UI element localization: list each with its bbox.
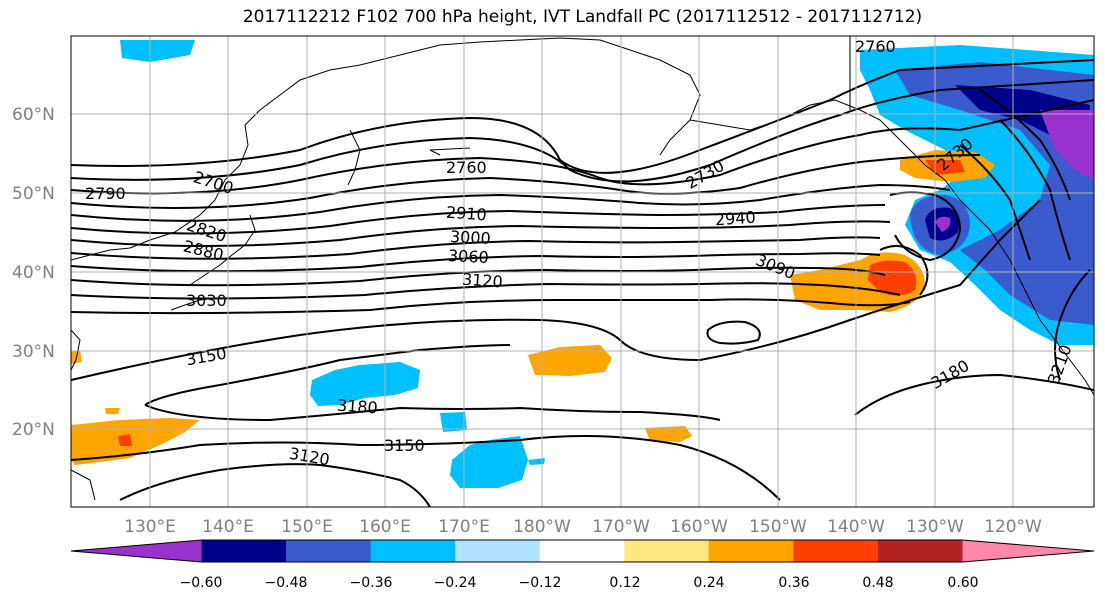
colorbar-tick-label: 0.36: [778, 575, 809, 591]
contour-label: 3210: [1044, 342, 1076, 387]
colorbar-tick-label: −0.24: [434, 575, 477, 591]
colorbar-tick-label: 0.60: [947, 575, 978, 591]
colorbar-segment: [708, 540, 794, 562]
lon-label: 160°W: [670, 517, 728, 537]
lon-label: 180°W: [513, 517, 571, 537]
lat-label: 60°N: [12, 105, 55, 125]
contour-label: 2790: [85, 184, 126, 203]
colorbar-segment: [539, 540, 625, 562]
map-frame: [70, 35, 1095, 508]
colorbar-tick-label: −0.12: [519, 575, 562, 591]
lon-label: 130°E: [124, 517, 176, 537]
contour-label: 2940: [714, 208, 756, 230]
colorbar-tick-label: 0.48: [862, 575, 893, 591]
colorbar-segment: [877, 540, 963, 562]
contour-label: 2910: [445, 203, 487, 225]
ivt-negative-region-central: [310, 362, 420, 406]
contour-label: 2760: [446, 158, 487, 177]
colorbar-tick-labels: −0.60 −0.48 −0.36 −0.24 −0.12 0.12 0.24 …: [180, 575, 979, 591]
coastlines: [71, 36, 1094, 501]
colorbar-tick-label: 0.24: [693, 575, 724, 591]
ivt-positive-region-southwest: [71, 418, 200, 465]
contour-label: 3120: [461, 270, 503, 292]
contour-label: 2730: [683, 156, 728, 193]
lon-label: 170°E: [438, 517, 490, 537]
lon-label: 130°W: [906, 517, 964, 537]
lon-label: 150°E: [281, 517, 333, 537]
lon-label: 160°E: [359, 517, 411, 537]
colorbar-segment: [455, 540, 541, 562]
lat-label: 30°N: [12, 342, 55, 362]
contour-label: 3180: [336, 396, 378, 418]
colorbar-tick-label: −0.36: [350, 575, 393, 591]
colorbar-segment: [201, 540, 287, 562]
map-title: 2017112212 F102 700 hPa height, IVT Land…: [242, 7, 923, 27]
colorbar-segment: [962, 540, 1094, 562]
contour-label: 3150: [384, 436, 425, 455]
ivt-negative-region-northeast-core: [955, 85, 1090, 160]
contour-label: 3180: [928, 356, 973, 393]
ivt-shading: [71, 40, 1094, 488]
contour-label: 3030: [186, 291, 227, 310]
colorbar-segment: [286, 540, 372, 562]
colorbar-segment: [71, 540, 202, 562]
contour-label: 3000: [450, 227, 492, 248]
lon-label: 120°W: [984, 517, 1042, 537]
gridlines: [71, 36, 1094, 507]
lat-label: 50°N: [12, 184, 55, 204]
lon-label: 170°W: [592, 517, 650, 537]
lon-label: 140°W: [827, 517, 885, 537]
colorbar-segment: [370, 540, 456, 562]
ivt-positive-region-small: [645, 426, 692, 442]
height-contours: [71, 59, 1094, 507]
colorbar-tick-label: −0.60: [180, 575, 223, 591]
ivt-negative-region-northeast-peak: [1040, 110, 1094, 180]
lat-label: 40°N: [12, 263, 55, 283]
contour-label: 3060: [448, 246, 490, 267]
ivt-negative-region-south: [450, 436, 528, 488]
contour-label: 3150: [185, 344, 228, 370]
colorbar-segment: [624, 540, 710, 562]
contour-label: 3120: [288, 444, 331, 470]
contour-label: 3090: [753, 250, 798, 283]
colorbar-segment: [793, 540, 879, 562]
lon-label: 140°E: [202, 517, 254, 537]
ivt-positive-region-hawaii-north: [528, 345, 612, 376]
lat-label: 20°N: [12, 420, 55, 440]
contour-label: 2760: [855, 37, 896, 56]
colorbar: [70, 539, 1095, 563]
colorbar-tick-label: 0.12: [609, 575, 640, 591]
colorbar-outline: [70, 539, 1095, 563]
colorbar-tick-label: −0.48: [265, 575, 308, 591]
lon-label: 150°W: [749, 517, 807, 537]
